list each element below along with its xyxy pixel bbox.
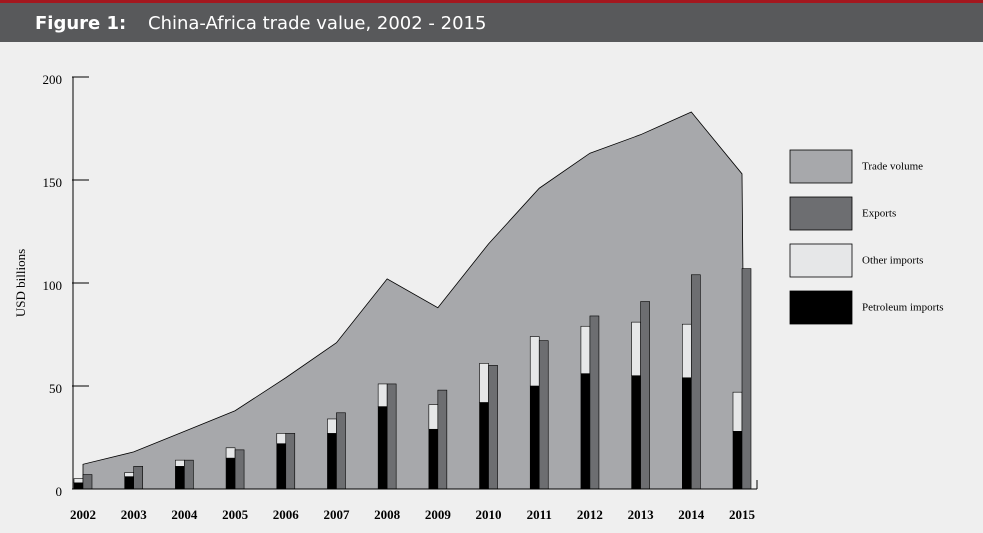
x-tick-label: 2010 (476, 507, 502, 522)
bar (529, 385, 540, 490)
y-tick-label: 150 (43, 175, 63, 190)
x-tick-label: 2003 (121, 507, 148, 522)
bar (682, 377, 692, 490)
bar (82, 474, 93, 490)
legend-label: Trade volume (862, 161, 923, 173)
bar (276, 443, 287, 490)
bar (580, 325, 591, 374)
bar (276, 433, 287, 444)
figure-label: Figure 1: (35, 13, 126, 34)
bar (327, 418, 337, 434)
bar (327, 433, 337, 490)
bar (479, 402, 489, 490)
x-tick-label: 2007 (323, 507, 350, 522)
bar (175, 466, 185, 490)
bar (479, 363, 489, 403)
bar (225, 457, 236, 490)
bar (732, 431, 743, 490)
bar (589, 315, 600, 490)
bar (73, 482, 84, 490)
bar (124, 472, 134, 477)
bar (377, 406, 388, 490)
legend-swatch (789, 196, 853, 231)
bar (124, 476, 134, 490)
y-axis-label: USD billions (13, 249, 28, 317)
bar (529, 336, 540, 387)
x-tick-label: 2012 (577, 507, 603, 522)
chart-title: China-Africa trade value, 2002 - 2015 (148, 13, 486, 34)
x-tick-label: 2011 (527, 507, 552, 522)
bar (631, 375, 641, 490)
bar (234, 449, 245, 490)
bar (428, 428, 439, 490)
legend-label: Exports (862, 208, 896, 220)
bar (73, 478, 84, 484)
bar (175, 459, 185, 467)
bar (741, 268, 752, 490)
y-tick-label: 200 (43, 72, 63, 87)
bar (428, 404, 439, 430)
bar (225, 447, 236, 459)
bar (488, 365, 498, 490)
header-band (0, 3, 983, 42)
legend-label: Other imports (862, 255, 923, 267)
bar (580, 373, 591, 490)
x-tick-label: 2009 (425, 507, 452, 522)
x-tick-label: 2013 (628, 507, 655, 522)
bar (538, 340, 549, 490)
x-tick-label: 2015 (729, 507, 756, 522)
y-tick-label: 0 (56, 484, 63, 499)
bar (437, 389, 448, 490)
header-rule (0, 0, 983, 3)
x-tick-label: 2008 (374, 507, 401, 522)
legend-swatch (789, 149, 853, 184)
legend-swatch (789, 290, 853, 325)
bar (184, 459, 194, 490)
x-tick-label: 2005 (222, 507, 249, 522)
x-tick-label: 2004 (171, 507, 198, 522)
bar (732, 391, 743, 432)
bar (336, 412, 346, 490)
bar (386, 383, 397, 490)
y-tick-label: 100 (43, 278, 63, 293)
y-tick-label: 50 (49, 381, 62, 396)
bar (631, 321, 641, 377)
bar (682, 323, 692, 379)
x-tick-label: 2014 (678, 507, 705, 522)
bar (640, 301, 650, 490)
bar (377, 383, 388, 407)
legend-label: Petroleum imports (862, 302, 944, 314)
area (82, 111, 746, 490)
bar (691, 274, 701, 490)
legend-swatch (789, 243, 853, 278)
bar (285, 433, 296, 490)
x-tick-label: 2006 (273, 507, 300, 522)
x-tick-label: 2002 (70, 507, 96, 522)
bar (133, 466, 143, 490)
